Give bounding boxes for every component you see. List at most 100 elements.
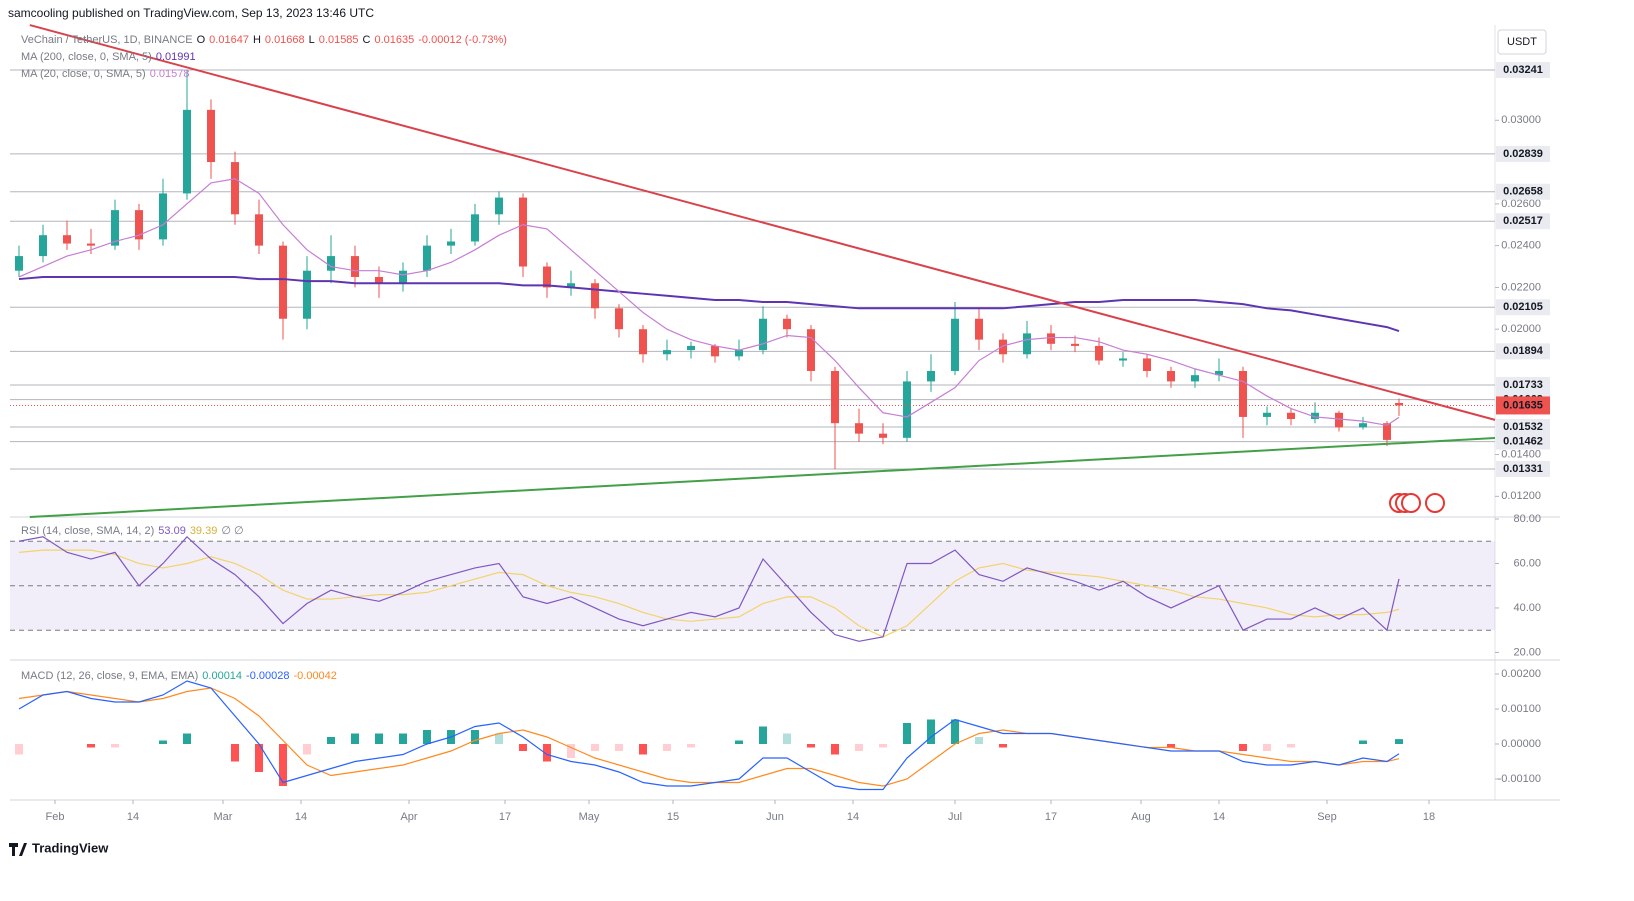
histogram-bar — [855, 744, 863, 751]
histogram-bar — [495, 733, 503, 744]
legend-item: VeChain / TetherUS, 1D, BINANCE — [21, 34, 193, 46]
indicator-line — [18, 680, 1400, 791]
x-tick-label: Feb — [46, 811, 65, 823]
candle-body — [975, 318, 983, 340]
x-tick-label: Apr — [400, 811, 417, 823]
histogram-bar — [279, 744, 287, 786]
y-tick-label: 60.00 — [1513, 557, 1541, 569]
x-tick-label: 17 — [1045, 811, 1057, 823]
event-flags[interactable] — [1389, 493, 1445, 513]
x-tick-label: Jun — [766, 811, 784, 823]
histogram-bar — [639, 744, 647, 755]
y-tick-label: 0.01400 — [1501, 448, 1541, 460]
level-label: 0.02517 — [1503, 215, 1543, 227]
candle-body — [567, 283, 575, 288]
histogram-bar — [159, 740, 167, 744]
legend-item: 0.01647 — [209, 34, 249, 46]
y-tick-label: 0.03000 — [1501, 114, 1541, 126]
y-tick-label: 0.00000 — [1501, 738, 1541, 750]
candle-body — [999, 339, 1007, 355]
candle-body — [1047, 333, 1055, 344]
y-tick-label: 40.00 — [1513, 602, 1541, 614]
last-price-box — [1496, 396, 1550, 415]
level-label-box — [1496, 376, 1550, 393]
legend-item: -0.00028 — [246, 670, 289, 682]
legend-item: 0.01991 — [156, 51, 196, 63]
candle-body — [591, 283, 599, 309]
level-label: 0.01462 — [1503, 435, 1543, 447]
candle-body — [87, 243, 95, 246]
brand: TradingView — [32, 840, 109, 855]
candle-body — [1395, 402, 1403, 406]
candle-body — [927, 370, 935, 382]
level-label: 0.02105 — [1503, 301, 1543, 313]
candle-body — [1167, 370, 1175, 382]
candle-body — [1263, 412, 1271, 417]
flag[interactable] — [1401, 493, 1421, 513]
histogram-bar — [807, 744, 815, 748]
level-label-box — [1496, 61, 1550, 78]
currency-box[interactable] — [1497, 29, 1547, 55]
candle-body — [951, 318, 959, 371]
candle-body — [831, 370, 839, 424]
histogram-bar — [423, 730, 431, 744]
x-tick-label: 18 — [1423, 811, 1435, 823]
candle-body — [39, 235, 47, 257]
histogram-bar — [543, 744, 551, 762]
histogram-bar — [615, 744, 623, 751]
histogram-bar — [927, 719, 935, 744]
y-tick-label: 0.02400 — [1501, 240, 1541, 252]
candle-body — [255, 214, 263, 246]
candle-body — [63, 235, 71, 244]
x-tick-label: Sep — [1317, 811, 1337, 823]
candle-body — [231, 162, 239, 215]
candle-body — [471, 214, 479, 242]
histogram-bar — [951, 719, 959, 744]
candle-body — [1143, 358, 1151, 371]
candle-body — [303, 270, 311, 319]
candle-body — [495, 197, 503, 215]
candle-body — [903, 381, 911, 438]
histogram-bar — [831, 744, 839, 755]
histogram-bar — [87, 744, 95, 748]
histogram-bar — [1167, 744, 1175, 748]
legend-item: RSI (14, close, SMA, 14, 2) — [21, 525, 154, 537]
candle-body — [639, 329, 647, 355]
legend-item: H — [253, 34, 261, 46]
candle-body — [159, 193, 167, 240]
candle-body — [615, 308, 623, 330]
candle-body — [663, 350, 671, 355]
histogram-bar — [111, 744, 119, 748]
flag[interactable] — [1425, 493, 1445, 513]
x-tick-label: 15 — [667, 811, 679, 823]
level-label-box — [1496, 343, 1550, 360]
legend: VeChain / TetherUS, 1D, BINANCE O 0.01647 H… — [21, 34, 507, 46]
histogram-bar — [975, 737, 983, 744]
candle-body — [327, 256, 335, 271]
candle-body — [879, 433, 887, 438]
candle-body — [1239, 370, 1247, 417]
histogram-bar — [399, 733, 407, 744]
legend-item: 0.01578 — [150, 68, 190, 80]
level-label: 0.01894 — [1503, 345, 1544, 357]
x-tick-label: 14 — [295, 811, 307, 823]
histogram-bar — [375, 733, 383, 744]
histogram-bar — [687, 744, 695, 748]
candle-body — [1095, 345, 1103, 361]
y-tick-label: 0.00200 — [1501, 668, 1541, 680]
pane: 80.00 60.00 40.00 20.00 — [10, 513, 1541, 658]
candle-body — [375, 276, 383, 284]
level-label-box — [1496, 433, 1550, 450]
level-label: 0.01733 — [1503, 379, 1543, 391]
legend-item: 0.01585 — [319, 34, 359, 46]
x-tick-label: 14 — [127, 811, 139, 823]
candle-body — [1191, 375, 1199, 382]
candle-body — [351, 256, 359, 277]
histogram-bar — [783, 733, 791, 744]
histogram-bar — [183, 733, 191, 744]
histogram-bar — [1395, 739, 1403, 744]
candle-body — [1215, 370, 1223, 376]
candle-body — [1383, 423, 1391, 440]
histogram-bar — [303, 744, 311, 755]
